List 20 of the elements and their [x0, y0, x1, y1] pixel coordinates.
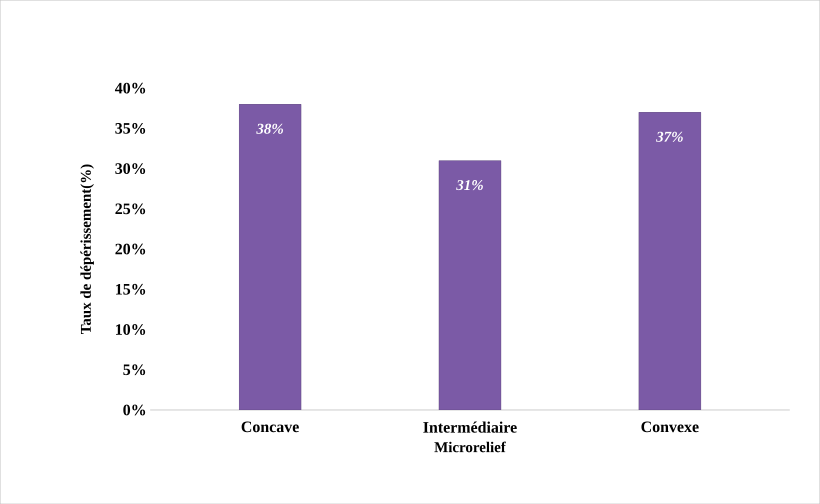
bar — [238, 104, 302, 410]
y-tick-label: 15% — [116, 284, 146, 295]
data-label: 38% — [256, 124, 283, 134]
data-label: 37% — [656, 132, 683, 142]
x-tick-label: Concave — [242, 421, 299, 432]
data-label: 31% — [456, 180, 483, 190]
x-tick-label: Convexe — [641, 421, 699, 432]
y-tick-label: 10% — [116, 324, 146, 335]
y-tick-label: 35% — [115, 122, 146, 134]
y-tick-label: 25% — [115, 203, 146, 214]
x-tick-label: Intermédiaire — [423, 421, 517, 433]
y-axis-title: Taux de dépérissement(%) — [80, 164, 94, 334]
bar — [638, 112, 702, 410]
bar — [438, 160, 502, 410]
y-tick-label: 30% — [115, 163, 146, 174]
y-tick-label: 20% — [115, 244, 146, 254]
y-tick-label: 0% — [123, 404, 146, 416]
y-tick-label: 5% — [123, 364, 146, 376]
x-axis-title: Microrelief — [434, 442, 506, 452]
y-tick-label: 40% — [114, 82, 146, 94]
